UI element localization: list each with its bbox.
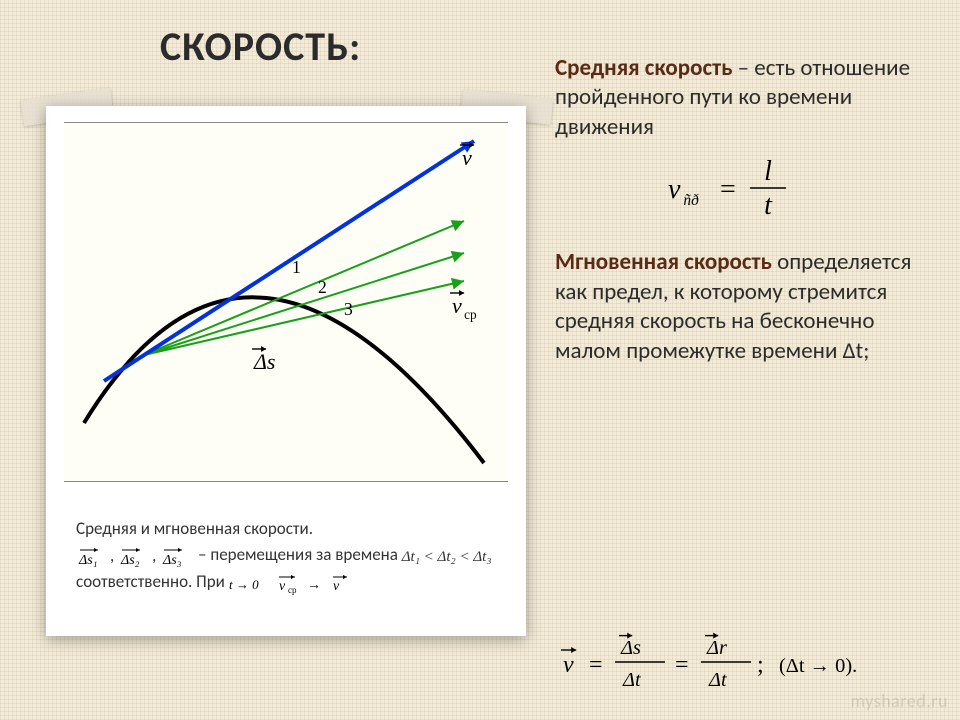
caption-line2: Δs₁ , Δs₂ , Δs₃ – перемещения за времена… <box>76 542 496 569</box>
velocity-diagram: 123vcpΔsv <box>64 122 508 482</box>
svg-text:(Δt → 0).: (Δt → 0). <box>779 655 857 677</box>
svg-text:Δs: Δs <box>253 349 275 374</box>
svg-text:Δs₂: Δs₂ <box>120 553 140 568</box>
svg-text:v: v <box>452 293 462 318</box>
svg-text:=: = <box>720 174 736 205</box>
watermark: myshared.ru <box>851 690 948 712</box>
svg-text:Δs₁: Δs₁ <box>78 553 98 568</box>
svg-text:t: t <box>764 190 773 221</box>
caption-line3: соответственно. При t → 0 v cp → v <box>76 569 496 596</box>
svg-text:t → 0: t → 0 <box>229 577 259 592</box>
svg-text:→: → <box>307 578 321 593</box>
inst-speed-headword: Мгновенная скорость <box>555 248 772 276</box>
avg-speed-definition: Средняя скорость – есть отношение пройде… <box>555 54 925 142</box>
limit-expression: t → 0 v cp → v <box>229 570 379 596</box>
svg-text:v: v <box>333 579 340 594</box>
svg-text:2: 2 <box>318 277 327 297</box>
caption-line2-text: – перемещения за времена <box>198 544 402 565</box>
svg-text:Δt: Δt <box>622 669 642 691</box>
right-column: Средняя скорость – есть отношение пройде… <box>555 54 925 378</box>
inst-speed-formula: v = Δs Δt = Δr Δt; (Δt → 0). <box>555 628 935 698</box>
svg-text:=: = <box>589 652 603 678</box>
caption-line1: Средняя и мгновенная скорости. <box>76 516 496 542</box>
svg-text:v: v <box>279 579 286 594</box>
svg-text:v: v <box>462 145 472 170</box>
delta-t-relation: Δt₁ < Δt₂ < Δt₃ <box>402 543 492 569</box>
svg-text:v: v <box>668 174 681 205</box>
svg-text:cp: cp <box>464 307 477 322</box>
svg-text:v: v <box>563 652 574 678</box>
svg-text:;: ; <box>757 652 764 678</box>
avg-speed-formula: vñð = lt <box>555 154 925 224</box>
svg-text:cp: cp <box>288 585 297 595</box>
svg-text:Δr: Δr <box>706 637 727 659</box>
svg-text:ñð: ñð <box>683 192 699 209</box>
svg-text:l: l <box>764 156 772 187</box>
svg-text:=: = <box>675 652 689 678</box>
delta-s-sequence: Δs₁ , Δs₂ , Δs₃ <box>76 543 194 569</box>
inst-speed-definition: Мгновенная скорость определяется как пре… <box>555 248 925 366</box>
svg-text:Δt: Δt <box>708 669 728 691</box>
svg-text:3: 3 <box>344 299 353 319</box>
avg-speed-headword: Средняя скорость <box>555 54 732 82</box>
figure-caption: Средняя и мгновенная скорости. Δs₁ , Δs₂… <box>76 516 496 597</box>
svg-text:Δs₃: Δs₃ <box>162 553 182 568</box>
svg-text:Δs: Δs <box>620 637 641 659</box>
figure-card: 123vcpΔsv Средняя и мгновенная скорости.… <box>46 106 526 636</box>
page-title: СКОРОСТЬ: <box>160 22 361 71</box>
caption-line3-text: соответственно. При <box>76 571 229 592</box>
